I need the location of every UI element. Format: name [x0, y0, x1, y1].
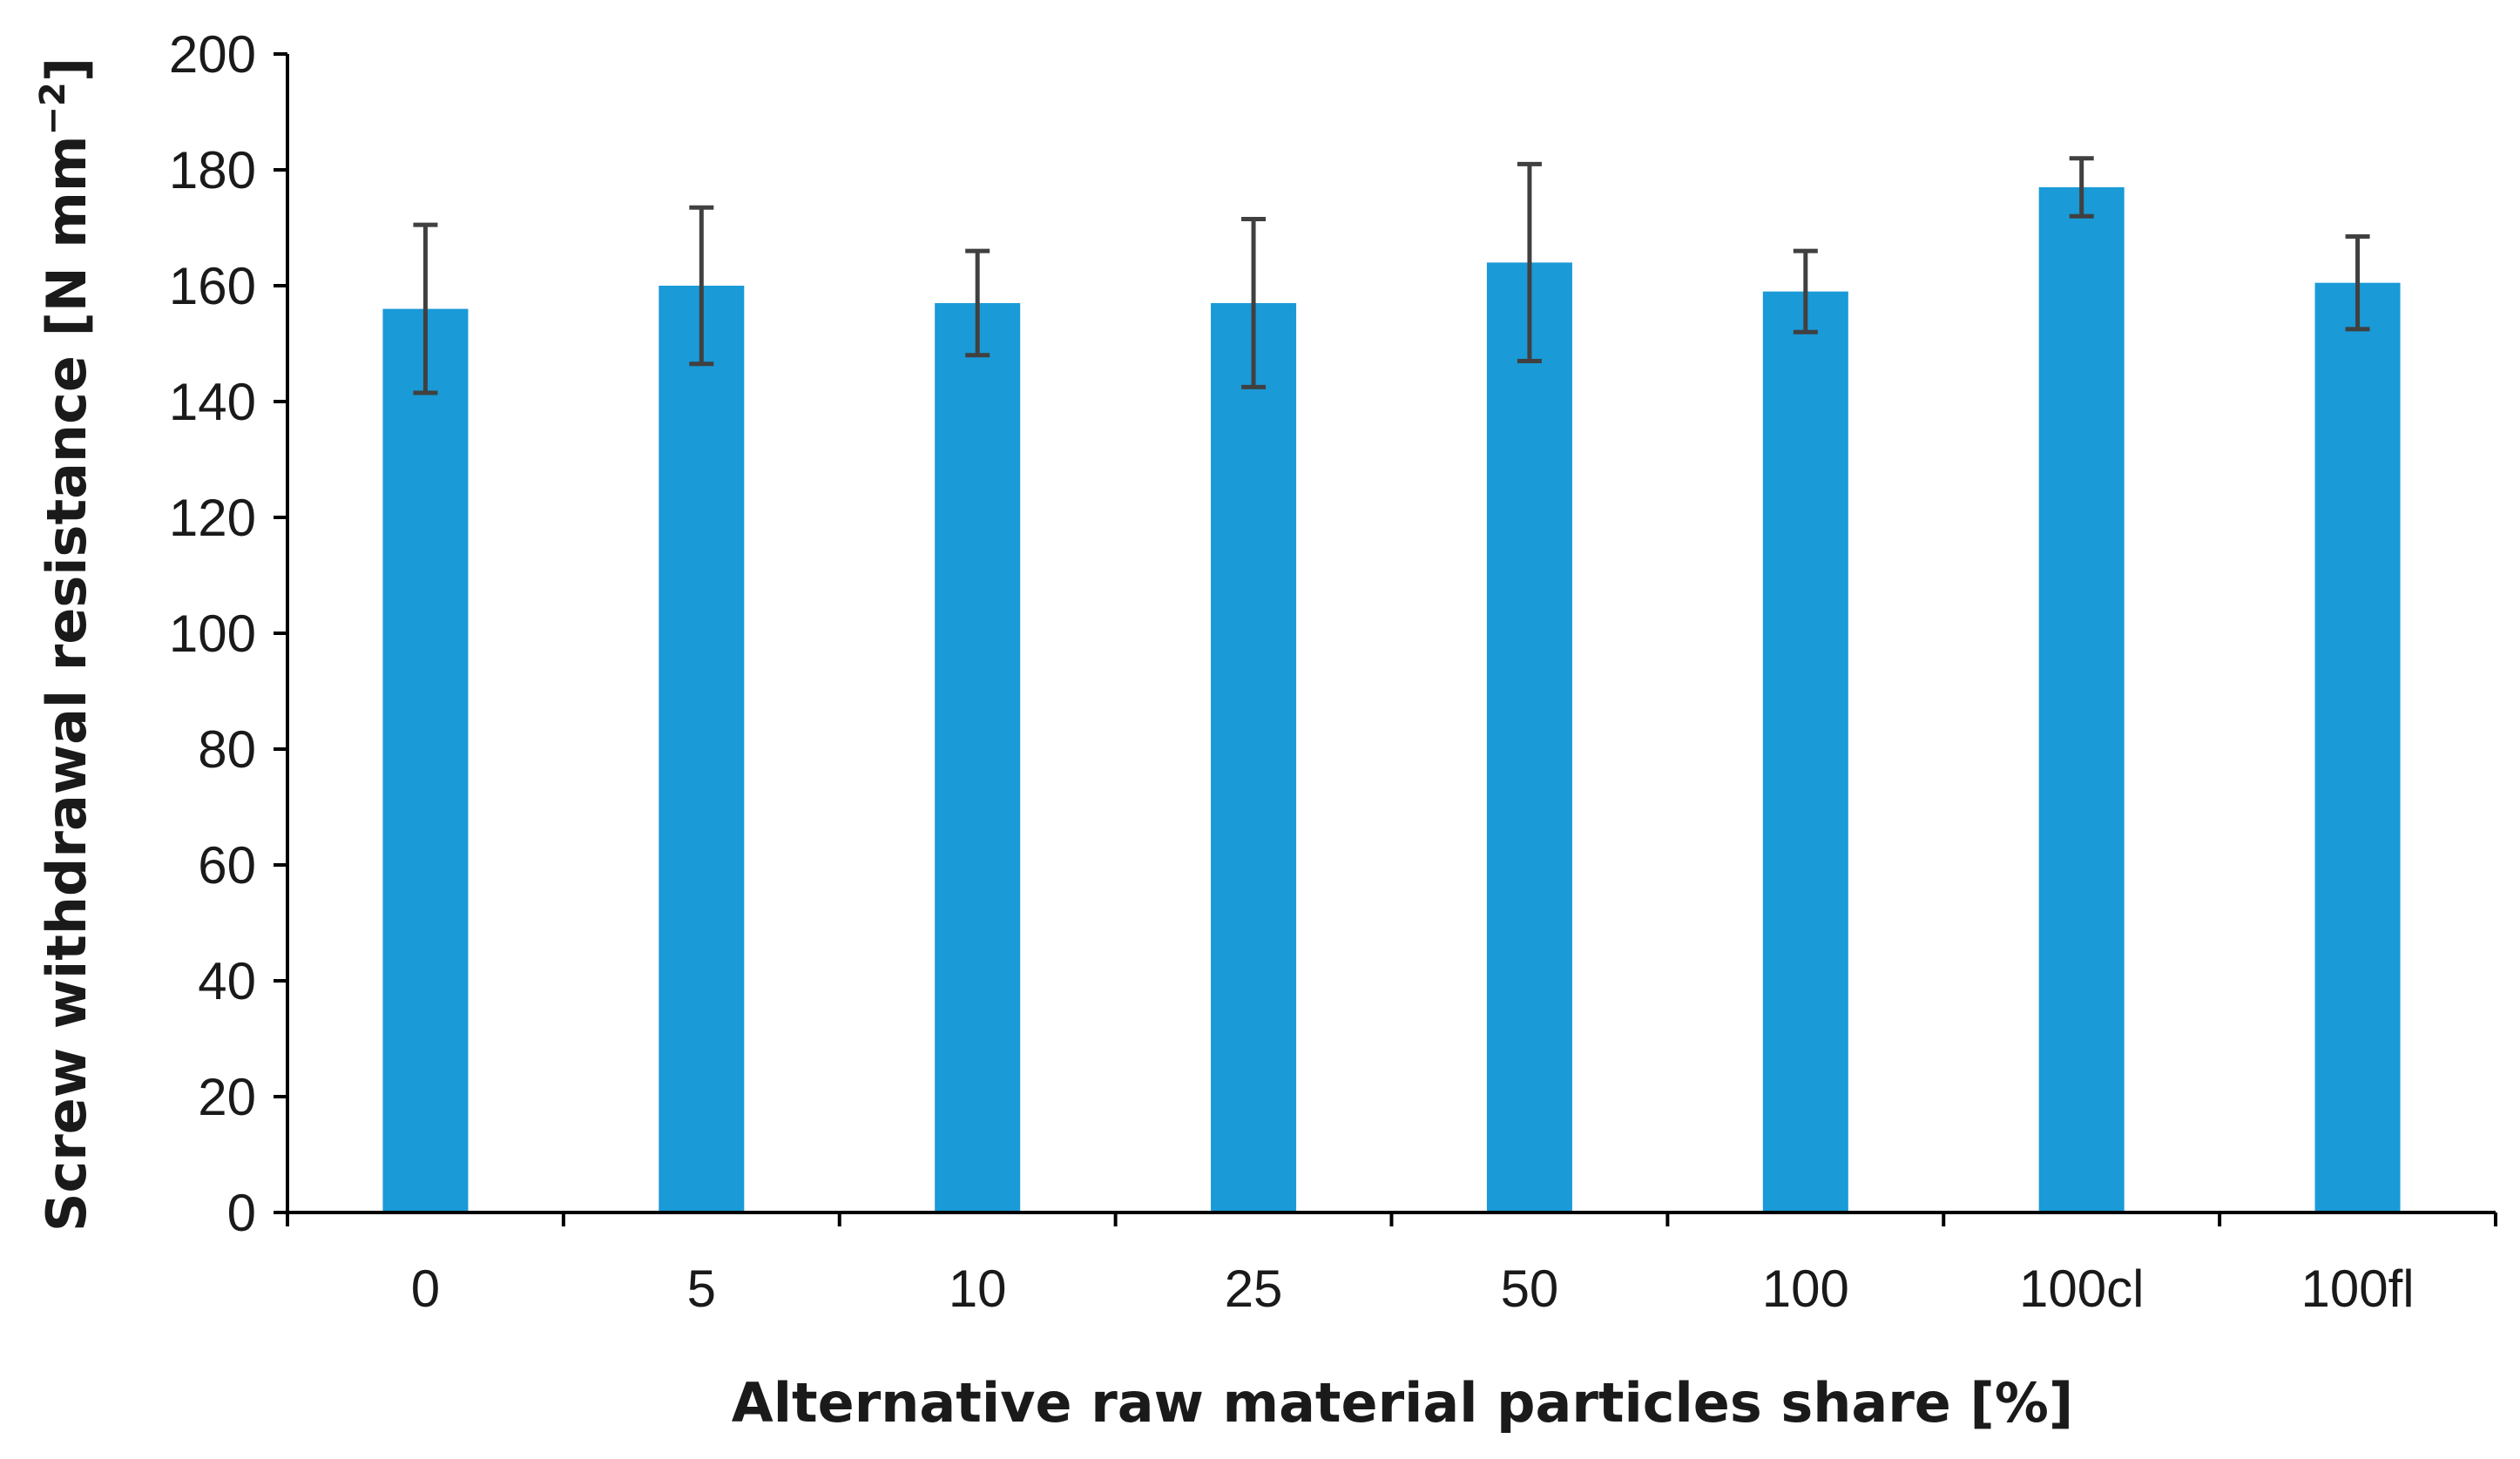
y-axis-title: Screw withdrawal resistance [N mm−2] [33, 57, 98, 1232]
y-tick-label: 120 [169, 489, 256, 547]
error-bar-100fl [2345, 233, 2370, 332]
y-axis-title-superscript: −2 [33, 82, 73, 135]
x-tick-label-0: 0 [411, 1260, 440, 1318]
y-tick-label: 60 [198, 836, 256, 895]
y-tick-label: 20 [198, 1068, 256, 1126]
bar-5 [659, 286, 745, 1212]
bar-25 [1211, 302, 1297, 1213]
x-axis-title: Alternative raw material particles share… [732, 1371, 2073, 1435]
bar-50 [1486, 262, 1572, 1212]
error-bar-100cl [2069, 156, 2094, 219]
x-tick-label-5: 5 [687, 1260, 716, 1318]
x-tick-label-100cl: 100cl [2019, 1260, 2144, 1318]
x-tick-label-100: 100 [1762, 1260, 1849, 1318]
error-bar-10 [965, 248, 990, 358]
y-tick-label: 200 [169, 25, 256, 84]
y-tick-label: 80 [198, 720, 256, 779]
bar-100cl [2038, 186, 2125, 1213]
x-tick-label-50: 50 [1501, 1260, 1559, 1318]
y-tick-label: 40 [198, 952, 256, 1010]
y-tick-label: 140 [169, 373, 256, 431]
bar-100fl [2314, 282, 2401, 1212]
error-bar-0 [413, 222, 438, 395]
y-tick-label: 180 [169, 141, 256, 199]
error-bar-100 [1793, 248, 1818, 334]
bar-0 [382, 308, 469, 1213]
x-tick-label-25: 25 [1225, 1260, 1283, 1318]
x-tick-label-100fl: 100fl [2301, 1260, 2415, 1318]
error-bar-50 [1517, 161, 1542, 363]
y-tick-label: 100 [169, 605, 256, 663]
bar-10 [935, 302, 1021, 1213]
bar-100 [1762, 291, 1848, 1212]
error-bar-5 [689, 205, 714, 367]
y-tick-label: 0 [227, 1184, 256, 1242]
y-tick-label: 160 [169, 257, 256, 315]
plot-area [382, 156, 2401, 1213]
x-axis: 0 5 10 25 50 100 100cl 100fl [286, 1211, 2497, 1318]
y-axis-title-main: Screw withdrawal resistance [N mm [35, 136, 98, 1233]
y-axis-title-suffix: ] [35, 57, 98, 82]
x-tick-label-10: 10 [949, 1260, 1007, 1318]
error-bar-25 [1241, 217, 1267, 389]
y-axis: 0 20 40 60 80 100 120 140 160 180 200 [169, 25, 289, 1242]
